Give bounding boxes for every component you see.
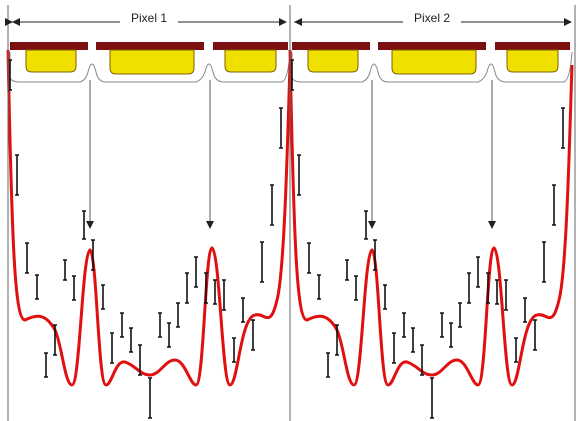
pixel-label: Pixel 1 [131, 11, 167, 25]
pixel-cell [290, 42, 572, 418]
pixel-label: Pixel 2 [414, 11, 450, 25]
pixel-cell [8, 42, 290, 418]
pixel-diagram: Pixel 1 Pixel 2 [0, 0, 578, 421]
